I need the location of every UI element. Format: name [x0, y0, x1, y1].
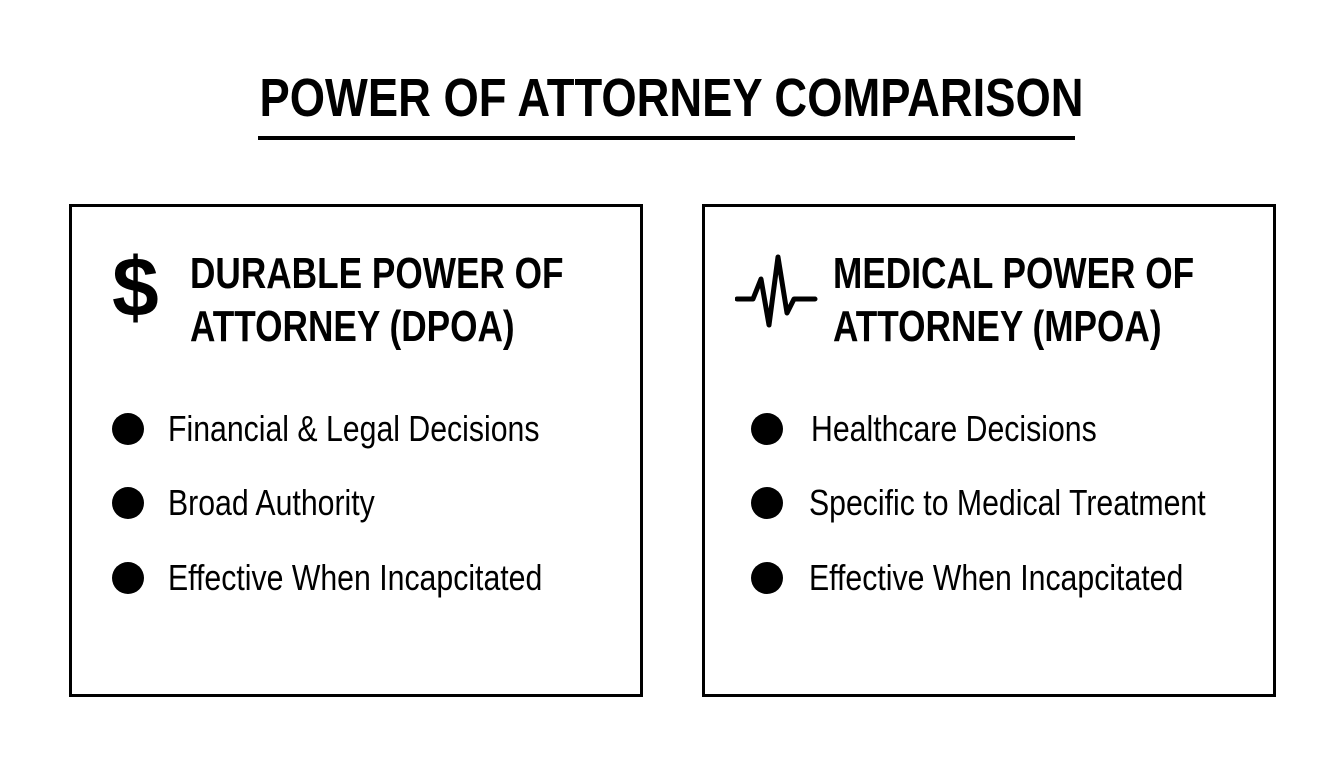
mpoa-heading: MEDICAL POWER OF ATTORNEY (MPOA)	[833, 247, 1284, 353]
title-text: POWER OF ATTORNEY COMPARISON	[259, 68, 1085, 128]
dpoa-heading: DURABLE POWER OF ATTORNEY (DPOA)	[190, 247, 657, 353]
heading-line: DURABLE POWER OF	[190, 249, 564, 298]
bullet-text: Effective When Incapcitated	[809, 557, 1184, 598]
bullet-text: Financial & Legal Decisions	[168, 408, 540, 449]
heartbeat-pulse-icon	[735, 254, 818, 328]
bullet-icon	[751, 413, 783, 445]
bullet-icon	[751, 562, 783, 594]
bullet-text: Effective When Incapcitated	[168, 557, 543, 598]
bullet-text: Specific to Medical Treatment	[809, 482, 1206, 523]
bullet-text: Broad Authority	[168, 482, 375, 523]
heading-line: ATTORNEY (MPOA)	[833, 302, 1162, 351]
bullet-icon	[112, 413, 144, 445]
heading-line: ATTORNEY (DPOA)	[190, 302, 515, 351]
bullet-icon	[112, 562, 144, 594]
bullet-text: Healthcare Decisions	[811, 408, 1097, 449]
dollar-sign-icon: $	[112, 240, 159, 334]
title-underline	[258, 136, 1075, 140]
bullet-icon	[112, 487, 144, 519]
heading-line: MEDICAL POWER OF	[833, 249, 1195, 298]
page-title: POWER OF ATTORNEY COMPARISON	[0, 66, 1344, 130]
dpoa-card: $ DURABLE POWER OF ATTORNEY (DPOA) Finan…	[69, 204, 643, 697]
bullet-icon	[751, 487, 783, 519]
mpoa-card: MEDICAL POWER OF ATTORNEY (MPOA) Healthc…	[702, 204, 1276, 697]
